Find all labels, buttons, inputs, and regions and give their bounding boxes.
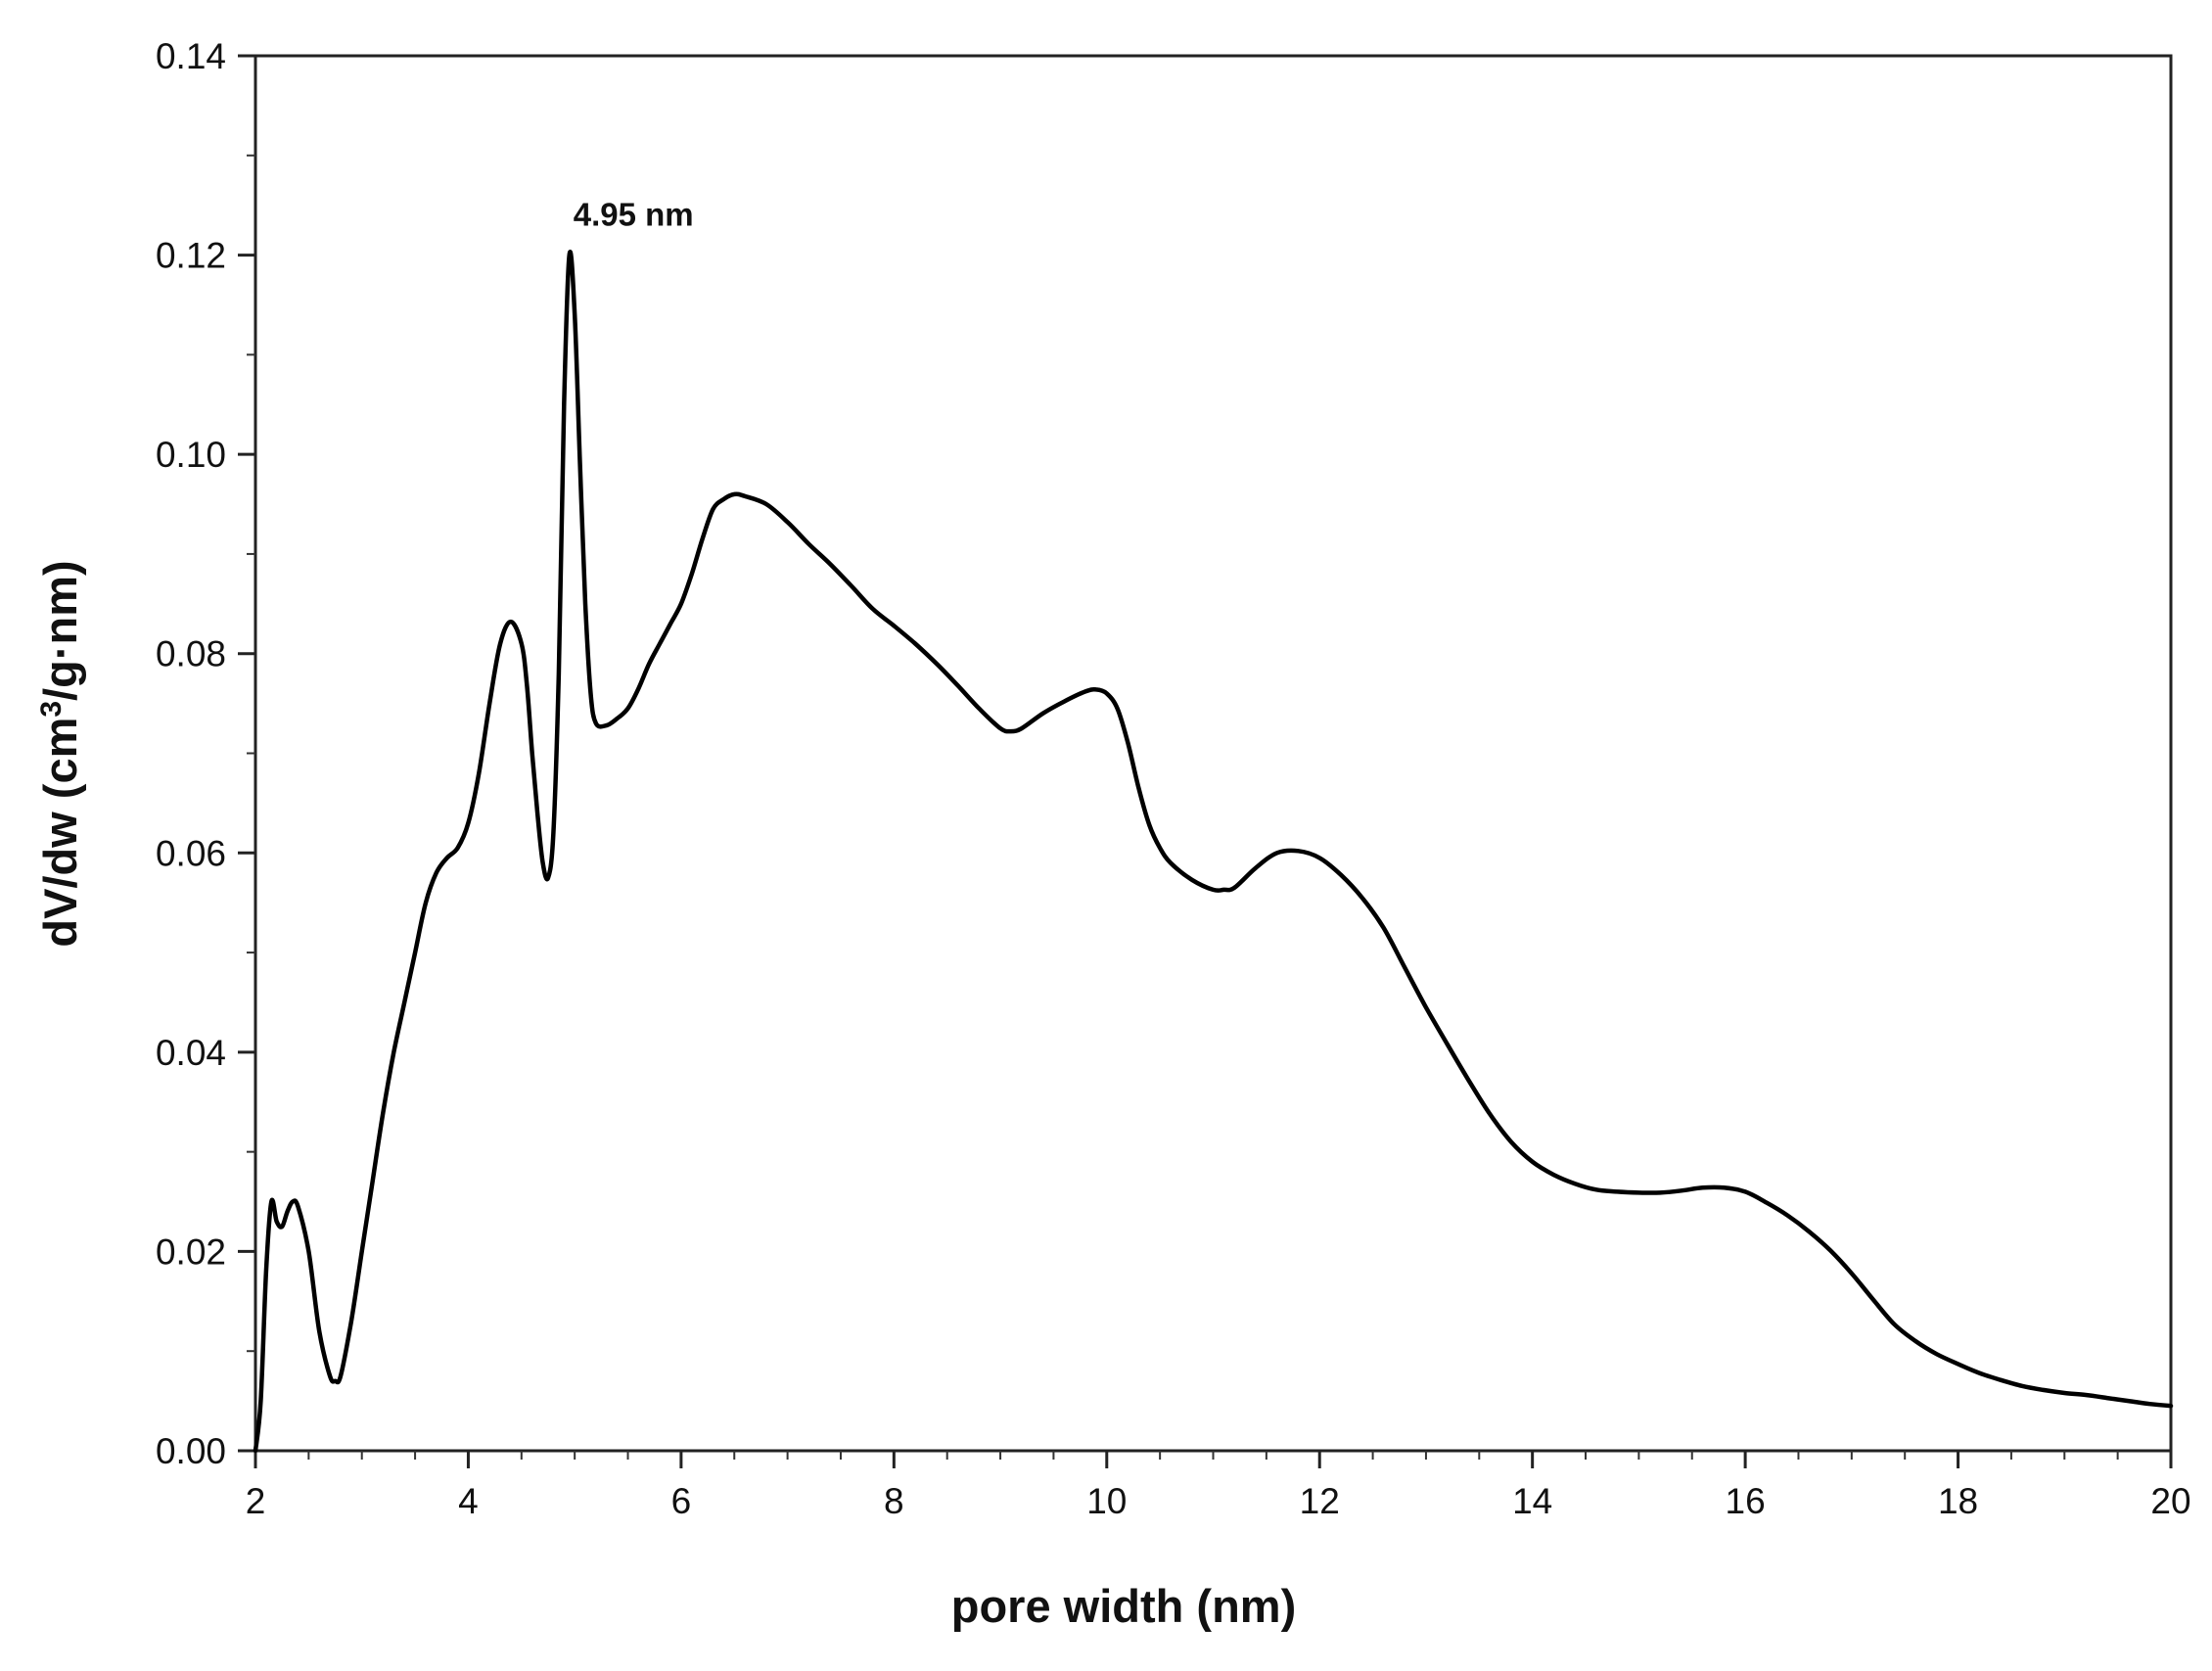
x-tick-label: 18 <box>1938 1481 1978 1521</box>
y-tick-label: 0.06 <box>156 833 226 873</box>
x-tick-label: 16 <box>1726 1481 1766 1521</box>
y-axis-title-superscript: 3 <box>35 701 68 718</box>
y-tick-label: 0.02 <box>156 1231 226 1272</box>
y-axis-title-main: dV/dw (cm <box>34 718 86 948</box>
x-tick-label: 2 <box>246 1481 266 1521</box>
x-axis-title: pore width (nm) <box>951 1580 1296 1632</box>
x-tick-label: 12 <box>1300 1481 1340 1521</box>
y-tick-labels: 0.00 0.02 0.04 0.06 0.08 0.10 0.12 0.14 <box>156 36 226 1471</box>
x-tick-label: 10 <box>1086 1481 1127 1521</box>
y-tick-label: 0.08 <box>156 634 226 674</box>
plot-frame <box>253 54 2173 1453</box>
peak-annotation: 4.95 nm <box>574 197 694 233</box>
x-tick-label: 20 <box>2150 1481 2190 1521</box>
series-line <box>253 250 2174 1454</box>
y-axis-title: dV/dw (cm3/g·nm) <box>34 560 86 947</box>
y-axis-title-tail: /g·nm) <box>34 560 86 701</box>
x-tick-label: 4 <box>458 1481 479 1521</box>
minor-ticks <box>247 55 2172 1460</box>
x-tick-label: 6 <box>671 1481 692 1521</box>
x-tick-label: 14 <box>1512 1481 1552 1521</box>
y-tick-label: 0.10 <box>156 435 226 475</box>
major-ticks <box>238 54 2173 1468</box>
y-tick-label: 0.04 <box>156 1033 226 1073</box>
x-tick-labels: 2 4 6 8 10 12 14 16 18 20 <box>246 1481 2191 1521</box>
x-tick-label: 8 <box>884 1481 904 1521</box>
y-tick-label: 0.14 <box>156 36 226 76</box>
y-tick-label: 0.12 <box>156 236 226 276</box>
y-tick-label: 0.00 <box>156 1431 226 1471</box>
